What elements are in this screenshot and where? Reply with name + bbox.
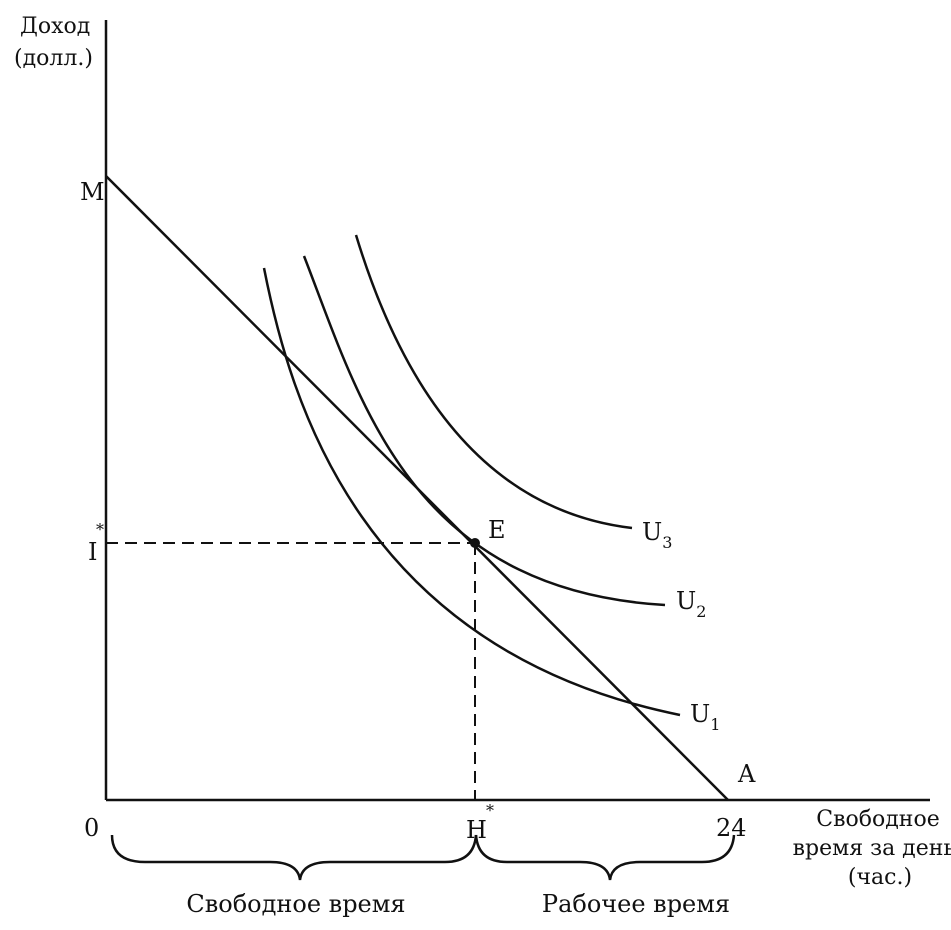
y-axis-label-line1: Доход [20, 14, 90, 39]
x-axis-label-line3: (час.) [848, 865, 912, 890]
indifference-curve-u1 [262, 267, 681, 717]
u1-label: U1 [690, 700, 720, 734]
x-axis-label-line2: время за день [793, 836, 951, 861]
equilibrium-point [470, 538, 480, 548]
income-star-mark: * [96, 520, 104, 539]
u2-label: U2 [676, 587, 706, 621]
leisure-brace-label: Свободное время [186, 890, 405, 918]
point-a-label: A [737, 760, 756, 788]
u1-label-sub: 1 [710, 715, 720, 734]
work-brace-label: Рабочее время [542, 890, 730, 918]
hours-star-mark: * [486, 801, 494, 820]
y-axis-label-line2: (долл.) [14, 46, 93, 71]
x-axis-label-line1: Свободное [816, 807, 939, 832]
u1-label-base: U [690, 700, 710, 728]
x-end-label: 24 [716, 814, 747, 842]
indifference-curve-u3 [354, 234, 633, 530]
u2-label-base: U [676, 587, 696, 615]
work-brace [474, 834, 736, 881]
hours-star-label: H [466, 816, 487, 844]
point-m-label: M [80, 178, 105, 206]
u2-label-sub: 2 [696, 602, 706, 621]
u3-label-base: U [642, 518, 662, 546]
leisure-brace [110, 834, 478, 881]
origin-label: 0 [84, 814, 99, 842]
u3-label-sub: 3 [662, 533, 672, 552]
indifference-curve-u2 [302, 255, 666, 607]
income-star-label: I [88, 538, 97, 566]
point-e-label: E [488, 516, 506, 544]
u3-label: U3 [642, 518, 672, 552]
